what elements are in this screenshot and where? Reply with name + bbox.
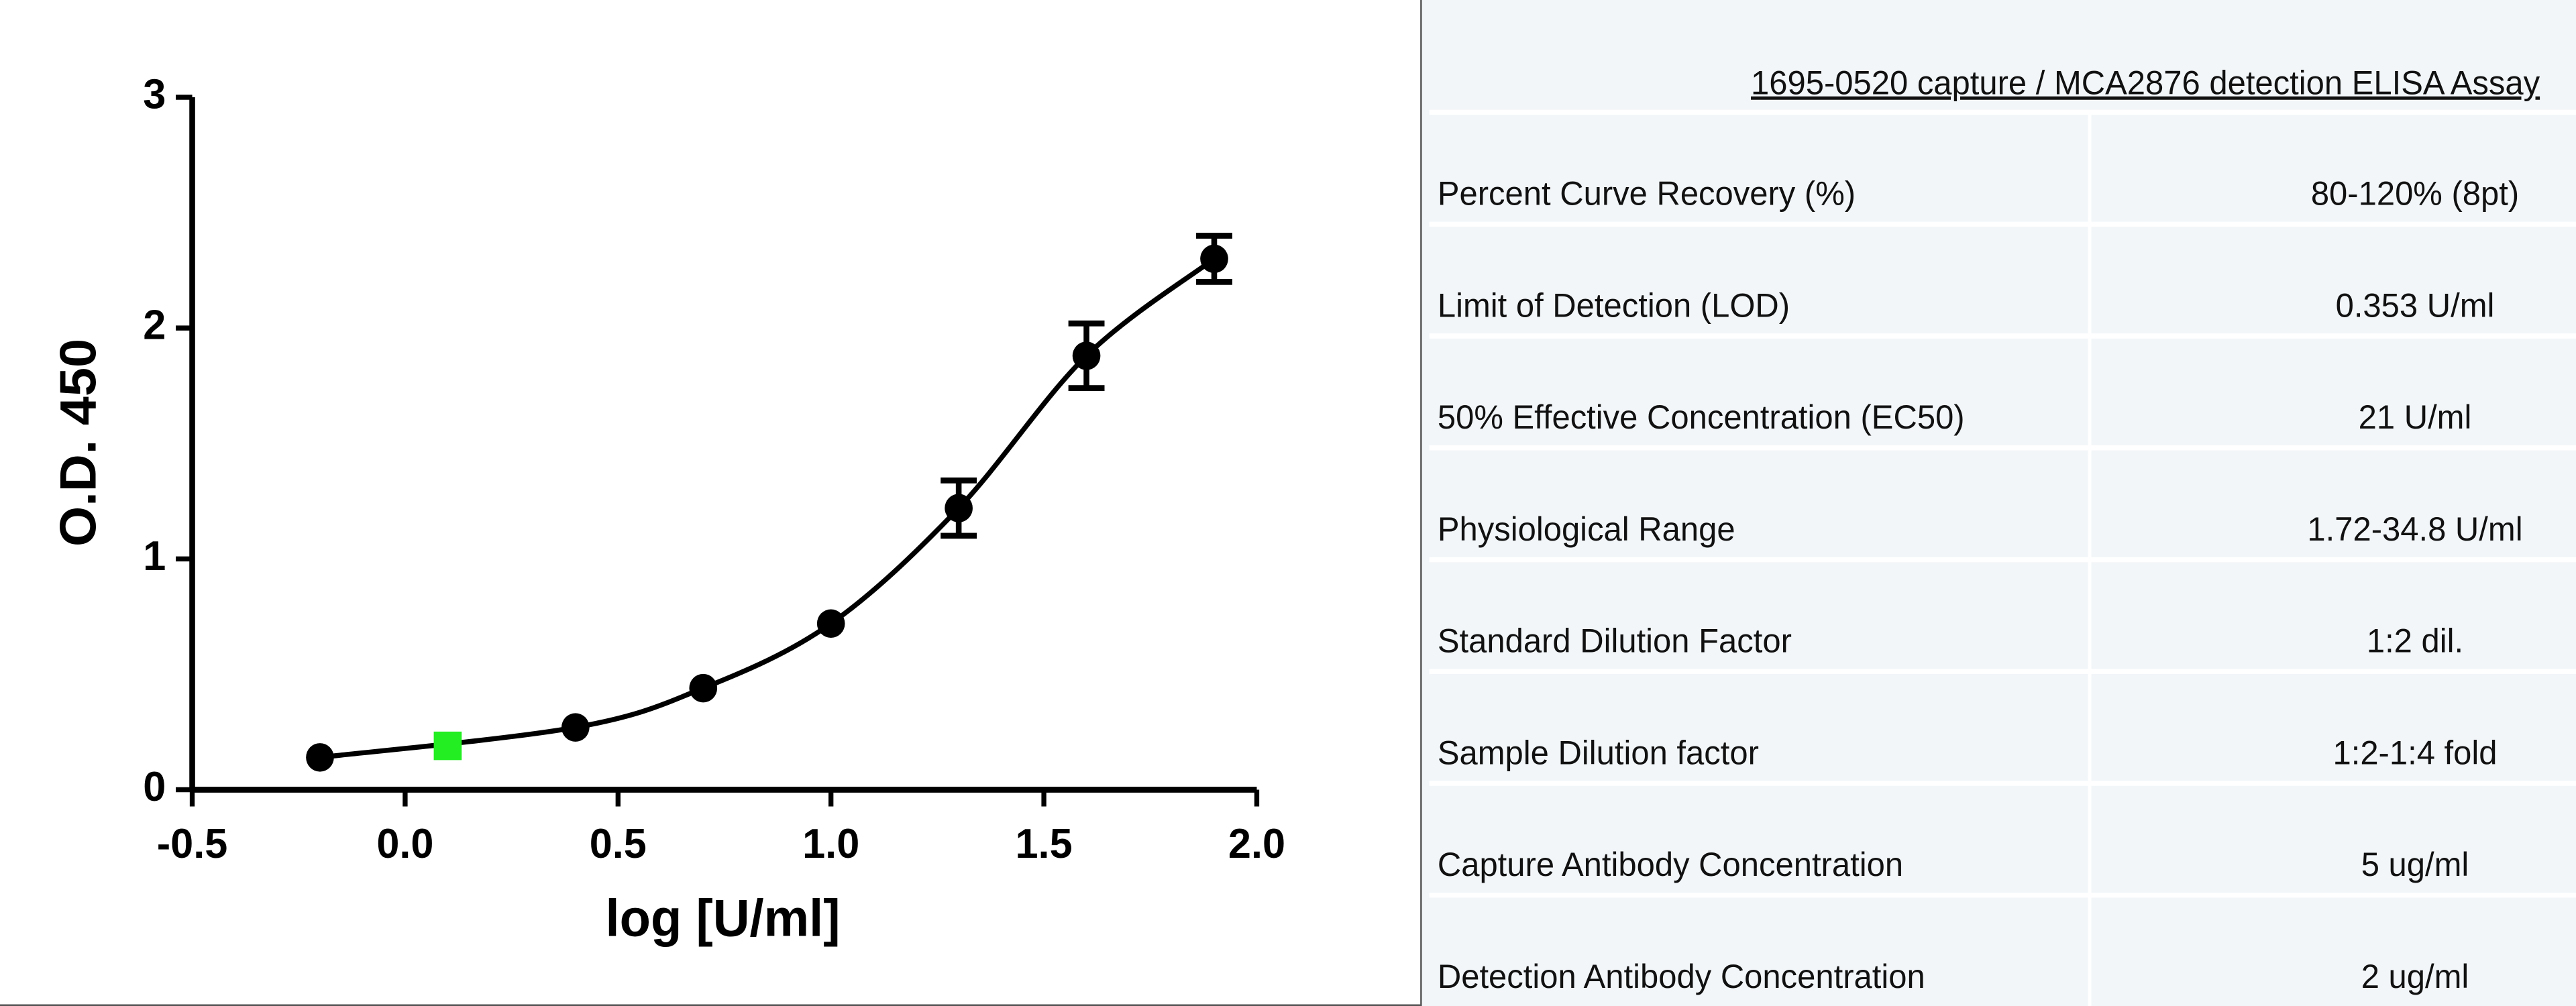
- data-point: [1200, 244, 1228, 274]
- row-value: 21 U/ml: [2359, 399, 2472, 437]
- row-label: Sample Dilution factor: [1438, 734, 1759, 772]
- row-value: 0.353 U/ml: [2336, 287, 2495, 325]
- table-title: 1695-0520 capture / MCA2876 detection EL…: [1751, 64, 2540, 102]
- y-tick-label: 0: [143, 763, 166, 810]
- row-label: Percent Curve Recovery (%): [1438, 175, 1856, 213]
- data-point: [561, 713, 590, 742]
- row-label: Standard Dilution Factor: [1438, 622, 1792, 660]
- x-axis-title: log [U/ml]: [606, 890, 841, 948]
- row-value: 2 ug/ml: [2361, 958, 2469, 996]
- x-tick-label: 0.5: [590, 820, 647, 867]
- y-tick-label: 2: [143, 302, 166, 349]
- y-axis-title: O.D. 450: [50, 339, 107, 547]
- data-point: [816, 609, 845, 638]
- row-value: 1.72-34.8 U/ml: [2307, 511, 2522, 549]
- y-tick-label: 1: [143, 533, 166, 579]
- data-point: [306, 743, 334, 772]
- data-point: [433, 731, 462, 761]
- y-tick-label: 3: [143, 71, 166, 118]
- row-value: 5 ug/ml: [2361, 846, 2469, 884]
- row-label: Physiological Range: [1438, 511, 1735, 549]
- row-value: 1:2-1:4 fold: [2332, 734, 2497, 772]
- x-tick-label: 1.5: [1016, 820, 1073, 867]
- row-label: 50% Effective Concentration (EC50): [1438, 399, 1965, 437]
- x-tick-label: 2.0: [1228, 820, 1285, 867]
- data-point: [1072, 341, 1101, 370]
- info-panel: [1421, 0, 2576, 1006]
- row-value: 80-120% (8pt): [2311, 175, 2519, 213]
- x-tick-label: 0.0: [376, 820, 433, 867]
- row-label: Detection Antibody Concentration: [1438, 958, 1925, 996]
- data-point: [945, 494, 973, 522]
- x-tick-label: 1.0: [802, 820, 859, 867]
- row-value: 1:2 dil.: [2367, 622, 2463, 660]
- row-label: Capture Antibody Concentration: [1438, 846, 1903, 884]
- x-tick-label: -0.5: [157, 820, 227, 867]
- row-label: Limit of Detection (LOD): [1438, 287, 1790, 325]
- data-point: [689, 673, 718, 703]
